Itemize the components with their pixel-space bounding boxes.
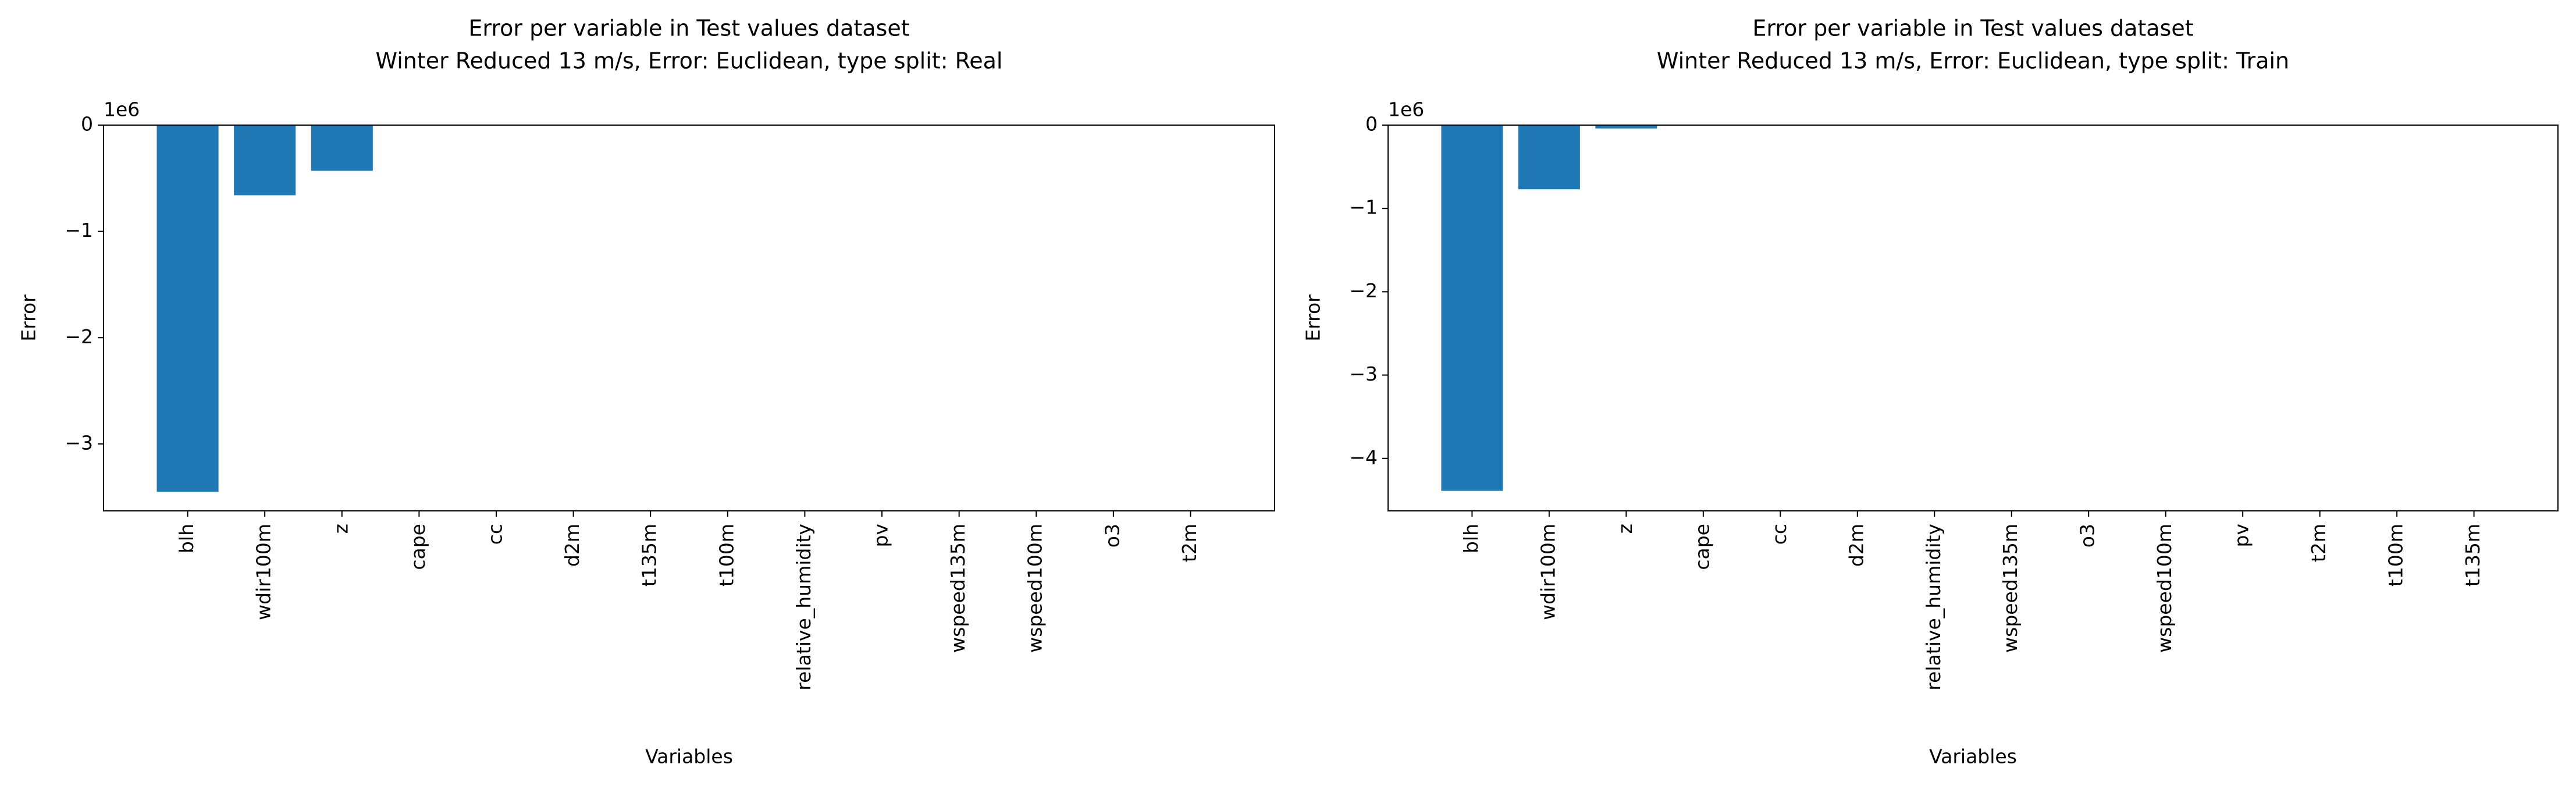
y-tick-label: −2 <box>65 325 93 348</box>
x-tick-label: pv <box>2230 524 2253 547</box>
chart-subtitle: Winter Reduced 13 m/s, Error: Euclidean,… <box>1657 48 2289 74</box>
x-tick-label: pv <box>870 524 892 547</box>
chart-title: Error per variable in Test values datase… <box>468 16 909 41</box>
x-tick-label: wspeed135m <box>947 524 969 653</box>
bar <box>1441 125 1503 491</box>
x-tick-label: t2m <box>2307 524 2330 562</box>
x-tick-label: wspeed135m <box>1999 524 2022 653</box>
y-tick-label: −1 <box>65 219 93 241</box>
x-tick-label: wdir100m <box>252 524 275 620</box>
x-tick-label: d2m <box>1845 524 1867 567</box>
x-tick-label: cape <box>1691 524 1713 570</box>
y-tick-label: −3 <box>1349 362 1378 385</box>
axes-frame <box>1387 125 2559 511</box>
x-tick-label: t100m <box>2385 524 2407 587</box>
y-tick-label: −3 <box>65 431 93 454</box>
offset-label: 1e6 <box>104 98 140 121</box>
x-tick-label: cc <box>483 524 506 545</box>
y-tick-label: −1 <box>1349 196 1378 219</box>
x-tick-label: z <box>1614 524 1636 534</box>
x-tick-label: blh <box>1460 524 1482 553</box>
x-axis-label: Variables <box>1929 745 2017 768</box>
offset-label: 1e6 <box>1388 98 1424 121</box>
chart-subtitle: Winter Reduced 13 m/s, Error: Euclidean,… <box>376 48 1003 74</box>
x-tick-label: o3 <box>1101 524 1123 548</box>
x-tick-label: t100m <box>715 524 738 587</box>
x-tick-label: cape <box>407 524 429 570</box>
x-tick-label: wspeed100m <box>2153 524 2176 653</box>
y-tick-label: −4 <box>1349 446 1378 468</box>
x-tick-label: t2m <box>1178 524 1201 562</box>
x-tick-label: relative_humidity <box>1922 524 1945 691</box>
y-tick-label: 0 <box>1365 113 1378 136</box>
x-tick-label: cc <box>1768 524 1791 545</box>
x-tick-label: relative_humidity <box>792 524 815 691</box>
x-tick-label: t135m <box>2461 524 2484 587</box>
y-tick-label: 0 <box>81 113 93 136</box>
y-axis-label: Error <box>1302 294 1325 342</box>
bar <box>1595 125 1657 129</box>
x-tick-label: z <box>329 524 352 534</box>
axes-frame <box>103 125 1275 511</box>
x-tick-label: o3 <box>2076 524 2099 548</box>
x-axis-label: Variables <box>645 745 733 768</box>
chart-title: Error per variable in Test values datase… <box>1752 16 2193 41</box>
x-tick-label: t135m <box>638 524 661 587</box>
y-axis-label: Error <box>17 294 40 342</box>
x-tick-label: d2m <box>561 524 583 567</box>
x-tick-label: wspeed100m <box>1024 524 1047 653</box>
x-tick-label: wdir100m <box>1536 524 1559 620</box>
x-tick-label: blh <box>175 524 198 553</box>
bar <box>1518 125 1580 190</box>
bar <box>311 125 373 171</box>
y-tick-label: −2 <box>1349 279 1378 302</box>
bar <box>234 125 296 196</box>
bar <box>156 125 219 492</box>
